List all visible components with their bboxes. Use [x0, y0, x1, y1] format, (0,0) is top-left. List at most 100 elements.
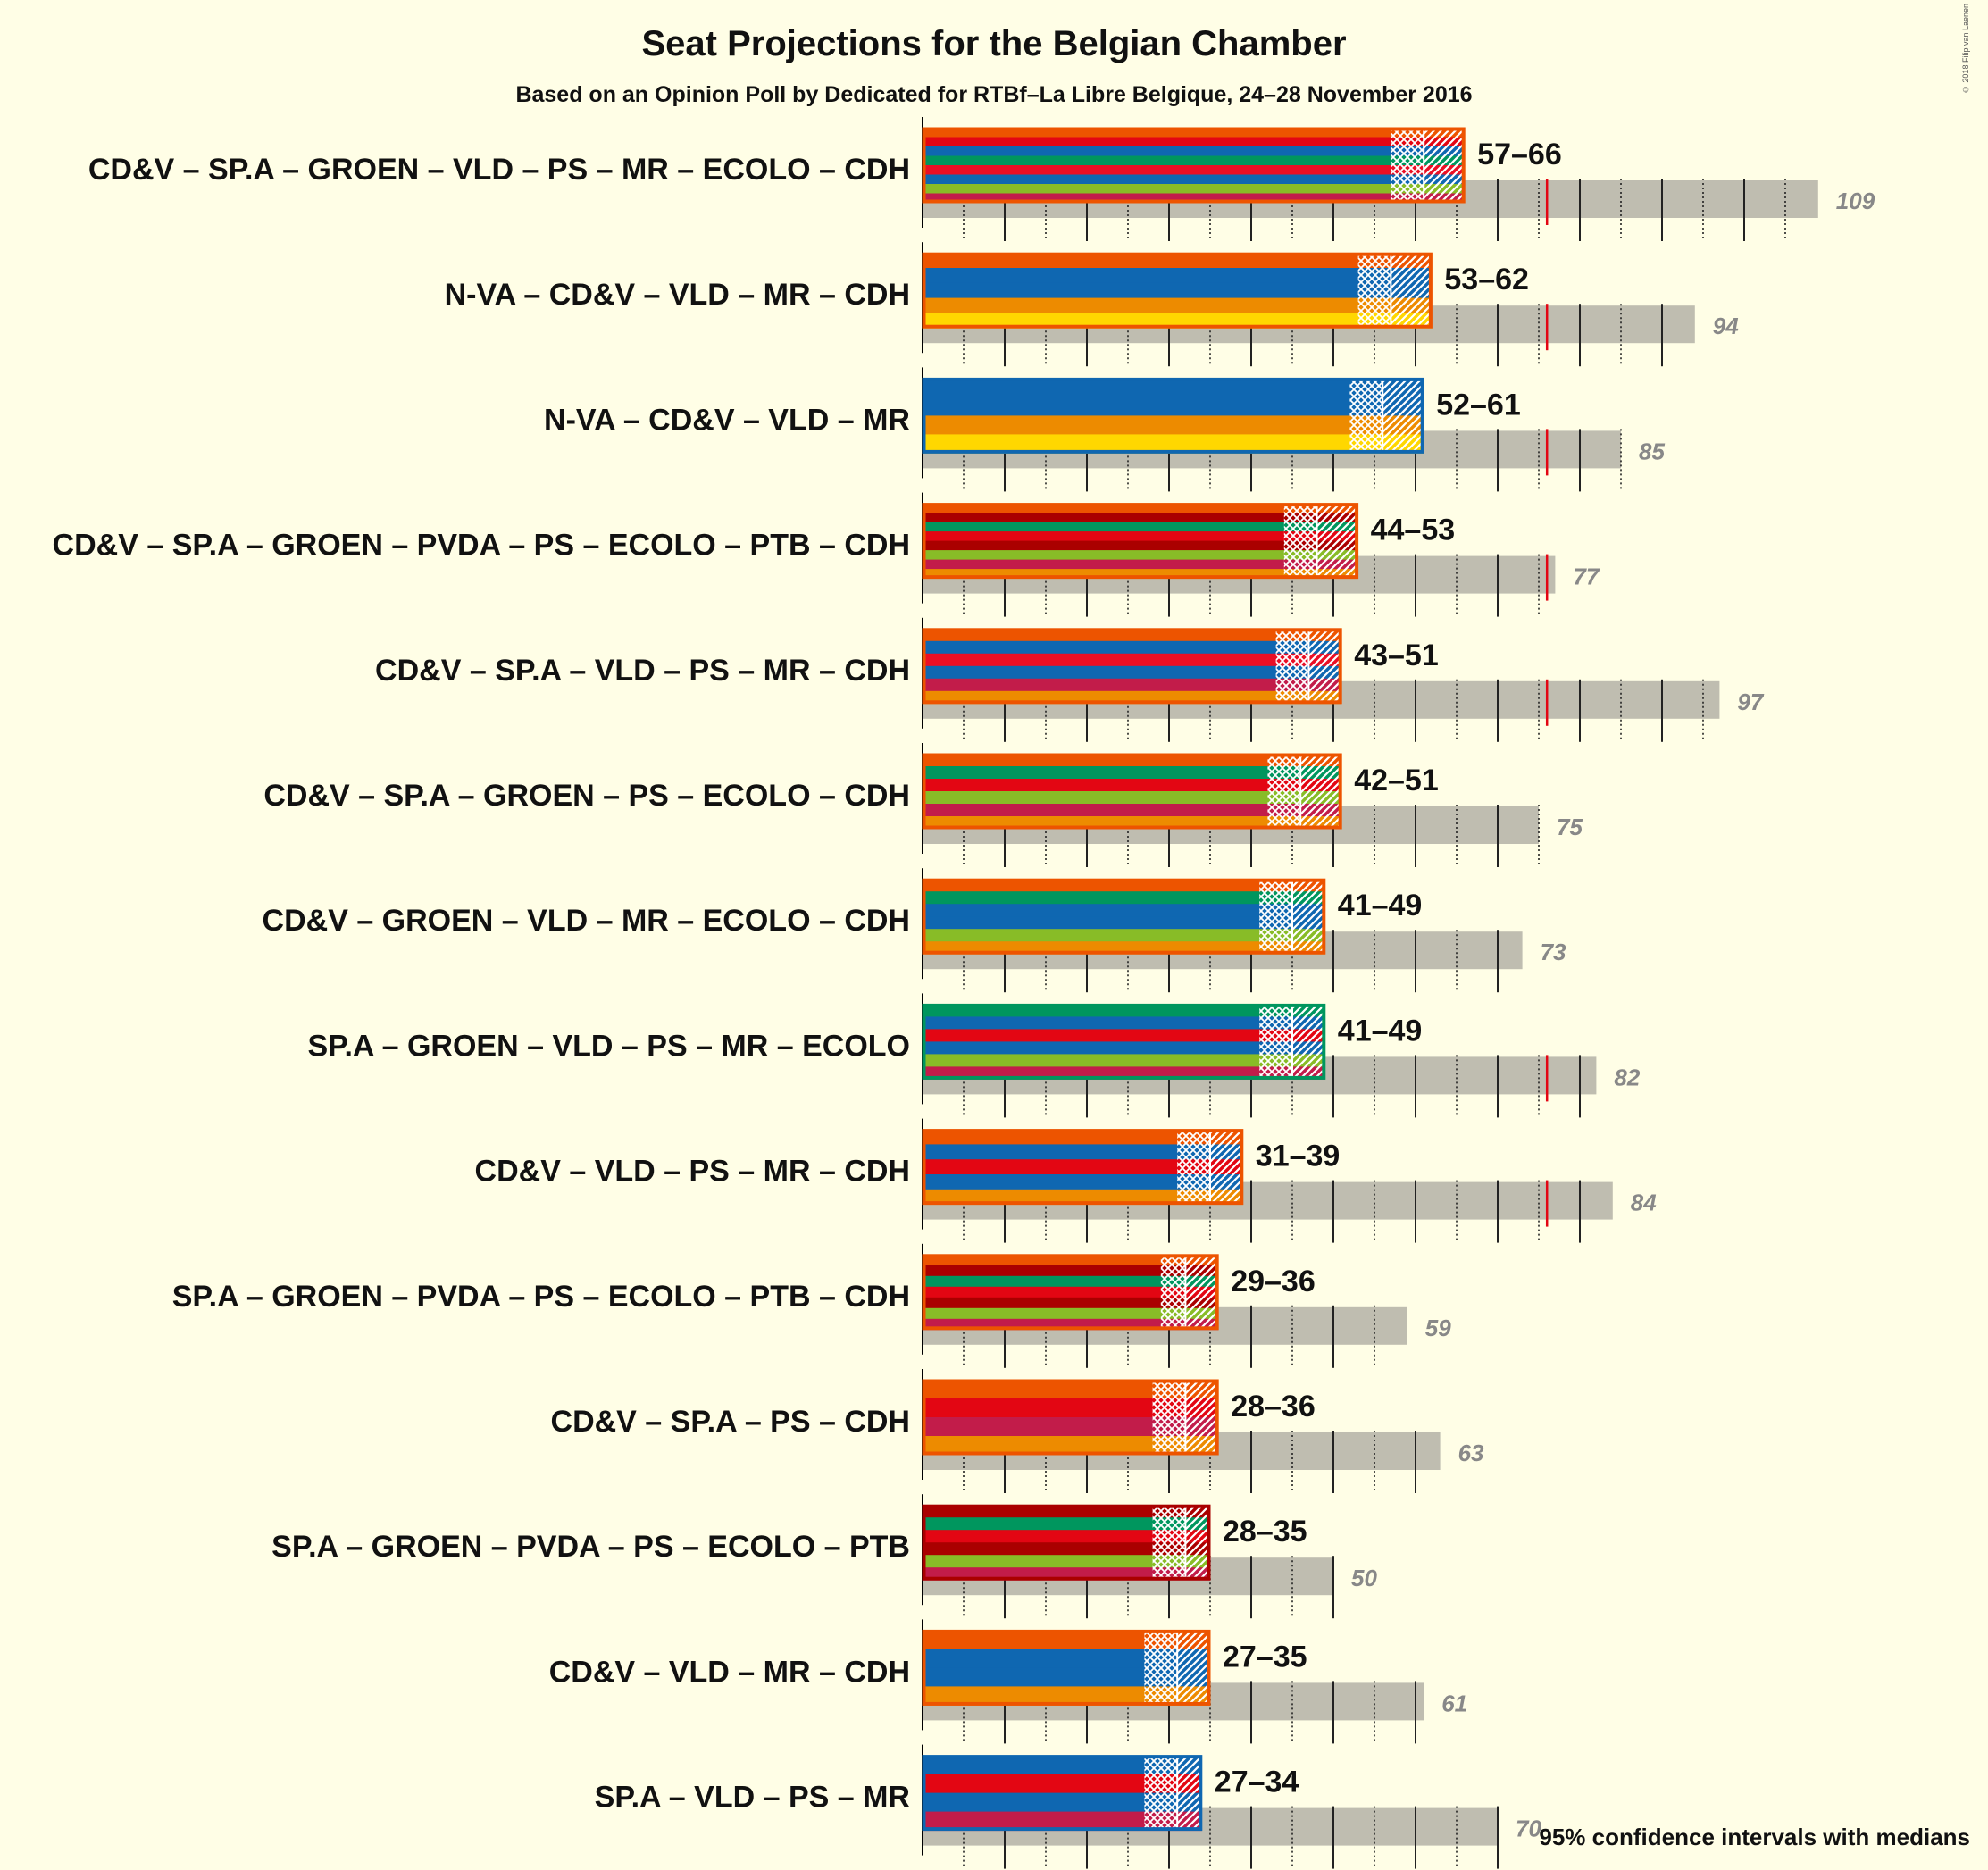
ci-lower-hatch	[1160, 1254, 1186, 1330]
party-stripe	[923, 1686, 1210, 1706]
party-stripe	[923, 297, 1433, 313]
party-stripe	[923, 1041, 1325, 1055]
party-stripe	[923, 640, 1342, 655]
party-stripe	[923, 1436, 1219, 1456]
seats-label: 63	[1458, 1440, 1484, 1466]
coalition-label: CD&V – SP.A – VLD – PS – MR – CDH	[375, 654, 910, 688]
seats-label: 70	[1516, 1816, 1541, 1842]
party-stripe	[923, 282, 1433, 299]
party-stripe	[923, 1275, 1219, 1288]
ci-outline	[922, 753, 1342, 830]
coalition-row: SP.A – GROEN – VLD – PS – MR – ECOLO 41–4…	[307, 993, 1641, 1118]
party-stripe	[923, 174, 1466, 185]
ci-outline	[922, 878, 1326, 955]
seats-label: 82	[1614, 1064, 1640, 1090]
party-stripe	[923, 1542, 1210, 1556]
party-stripe	[923, 1380, 1219, 1399]
coalition-row: SP.A – GROEN – PVDA – PS – ECOLO – PTB 28…	[271, 1494, 1377, 1619]
coalition-label: SP.A – GROEN – PVDA – PS – ECOLO – PTB –…	[172, 1280, 910, 1314]
party-stripe	[923, 678, 1342, 692]
party-stripe	[923, 137, 1466, 147]
ci-upper-hatch	[1177, 1755, 1202, 1831]
party-stripe	[923, 155, 1466, 166]
seats-label: 84	[1631, 1190, 1657, 1216]
ci-lower-hatch	[1152, 1380, 1186, 1455]
ci-lower-hatch	[1283, 503, 1317, 579]
party-stripe	[923, 665, 1342, 680]
party-stripe	[923, 904, 1325, 917]
seats-label: 59	[1425, 1315, 1451, 1341]
party-stripe	[923, 1755, 1202, 1775]
range-label: 52–61	[1436, 388, 1521, 422]
range-label: 57–66	[1477, 138, 1562, 171]
party-stripe	[923, 434, 1424, 454]
coalition-row: N-VA – CD&V – VLD – MR – CDH 53–62 94	[445, 242, 1739, 367]
coalition-row: CD&V – VLD – PS – MR – CDH 31–39 84	[475, 1118, 1657, 1243]
ci-upper-hatch	[1308, 628, 1342, 704]
coalition-label: CD&V – GROEN – VLD – MR – ECOLO – CDH	[263, 904, 910, 938]
ci-lower-hatch	[1259, 1004, 1292, 1080]
party-stripe	[923, 1505, 1210, 1518]
party-stripe	[923, 1174, 1243, 1190]
party-stripe	[923, 1297, 1219, 1309]
seats-label: 97	[1737, 689, 1764, 715]
party-stripe	[923, 1517, 1210, 1531]
coalition-label: CD&V – VLD – PS – MR – CDH	[475, 1155, 910, 1189]
ci-upper-hatch	[1292, 879, 1325, 955]
ci-outline	[922, 252, 1433, 329]
coalition-row: SP.A – VLD – PS – MR 27–34 70	[595, 1744, 1541, 1869]
seats-label: 77	[1573, 564, 1600, 590]
party-stripe	[923, 1286, 1219, 1298]
range-label: 44–53	[1371, 513, 1456, 547]
party-stripe	[923, 503, 1358, 513]
ci-upper-hatch	[1391, 253, 1433, 329]
party-stripe	[923, 1530, 1210, 1543]
party-stripe	[923, 1144, 1243, 1160]
party-stripe	[923, 1792, 1202, 1813]
party-stripe	[923, 1029, 1325, 1042]
coalition-label: CD&V – VLD – MR – CDH	[549, 1655, 910, 1689]
party-stripe	[923, 916, 1325, 930]
ci-upper-hatch	[1177, 1630, 1210, 1706]
ci-upper-hatch	[1185, 1505, 1210, 1581]
seats-label: 73	[1541, 939, 1566, 965]
party-stripe	[923, 513, 1358, 523]
coalition-label: SP.A – VLD – PS – MR	[595, 1781, 910, 1815]
party-stripe	[923, 1054, 1325, 1067]
party-stripe	[923, 1398, 1219, 1418]
coalition-label: SP.A – GROEN – VLD – PS – MR – ECOLO	[307, 1029, 910, 1063]
party-stripe	[923, 1265, 1219, 1277]
party-stripe	[923, 550, 1358, 561]
party-stripe	[923, 891, 1325, 905]
party-stripe	[923, 313, 1433, 329]
ci-upper-hatch	[1316, 503, 1358, 579]
ci-upper-hatch	[1300, 754, 1342, 829]
ci-outline	[922, 1755, 1203, 1832]
party-stripe	[923, 1774, 1202, 1794]
party-stripe	[923, 415, 1424, 435]
party-stripe	[923, 165, 1466, 175]
seats-label: 75	[1557, 814, 1583, 840]
ci-upper-hatch	[1185, 1380, 1219, 1455]
range-label: 42–51	[1354, 764, 1439, 797]
range-label: 29–36	[1231, 1265, 1316, 1298]
ci-outline	[922, 127, 1466, 204]
party-stripe	[923, 879, 1325, 892]
party-stripe	[923, 653, 1342, 667]
party-stripe	[923, 1667, 1210, 1687]
seats-label: 61	[1441, 1690, 1467, 1716]
ci-lower-hatch	[1275, 628, 1309, 704]
ci-lower-hatch	[1152, 1505, 1186, 1581]
party-stripe	[923, 146, 1466, 156]
party-stripe	[923, 628, 1342, 642]
party-stripe	[923, 754, 1342, 767]
party-stripe	[923, 522, 1358, 532]
range-label: 28–36	[1231, 1390, 1316, 1423]
ci-lower-hatch	[1267, 754, 1301, 829]
chart-note: 95% confidence intervals with medians	[1539, 1824, 1970, 1850]
party-stripe	[923, 791, 1342, 805]
ci-lower-hatch	[1177, 1129, 1210, 1205]
coalition-label: SP.A – GROEN – PVDA – PS – ECOLO – PTB	[271, 1530, 910, 1564]
range-label: 41–49	[1338, 889, 1423, 922]
